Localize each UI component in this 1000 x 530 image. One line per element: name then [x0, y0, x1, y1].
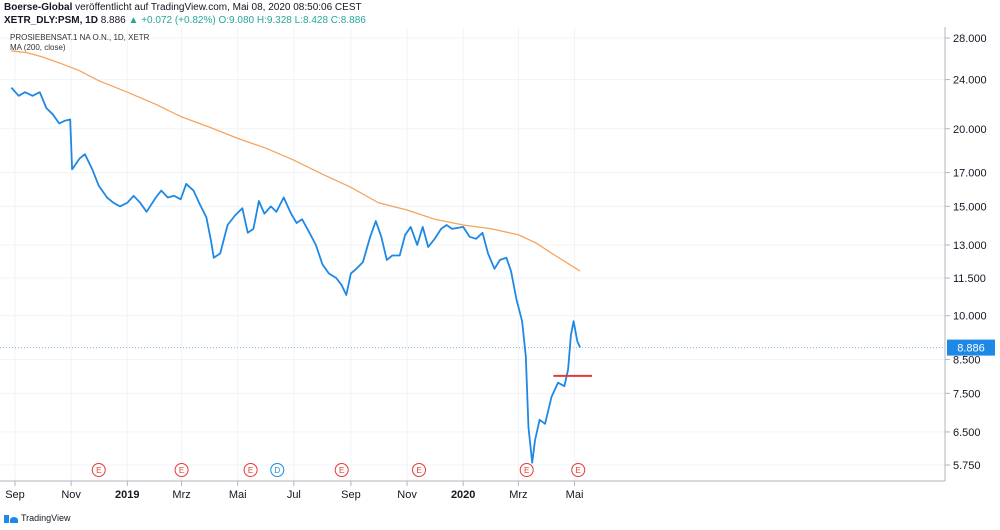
earnings-marker[interactable]: E	[571, 463, 586, 477]
earnings-marker[interactable]: E	[174, 463, 189, 477]
x-tick-label: Mrz	[172, 489, 190, 501]
price-axis[interactable]: 28.000 24.000 20.000 17.000 15.000 13.000 11.5…	[945, 33, 987, 472]
price-change: +0.072 (+0.82%)	[141, 15, 216, 26]
last-price-badge-bg	[947, 339, 995, 356]
event-marker-label: E	[416, 466, 421, 475]
x-tick-label: 2019	[115, 489, 139, 501]
event-marker-circle	[270, 463, 285, 477]
last-price: 8.886	[100, 15, 126, 26]
x-tick-label: Mai	[229, 489, 247, 501]
x-tick-label: Nov	[61, 489, 81, 501]
y-tick-label: 24.000	[953, 75, 987, 87]
x-tick-label: Jul	[287, 489, 301, 501]
earnings-marker[interactable]: E	[519, 463, 534, 477]
y-tick-label: 20.000	[953, 124, 987, 136]
chart-legend-title: PROSIEBENSAT.1 NA O.N., 1D, XETR	[10, 33, 150, 42]
brand-name: TradingView	[21, 513, 71, 523]
chart-header: Boerse-Global veröffentlicht auf Trading…	[4, 1, 366, 27]
tradingview-logo-icon	[4, 514, 18, 523]
event-marker-circle	[334, 463, 349, 477]
symbol-label: XETR_DLY:PSM, 1D	[4, 15, 98, 26]
plot-area[interactable]	[0, 27, 945, 481]
up-arrow-icon: ▲	[128, 15, 139, 26]
event-marker-label: E	[179, 466, 184, 475]
x-tick-label: 2020	[451, 489, 475, 501]
publisher-name: Boerse-Global	[4, 2, 73, 13]
event-marker-circle	[243, 463, 258, 477]
y-tick-label: 8.500	[953, 355, 981, 367]
event-marker-circle	[91, 463, 106, 477]
event-marker-circle	[412, 463, 427, 477]
event-marker-label: E	[96, 466, 101, 475]
x-tick-label: Mai	[566, 489, 584, 501]
event-marker-circle	[571, 463, 586, 477]
x-tick-label: Sep	[5, 489, 25, 501]
price-series-line	[10, 86, 581, 464]
y-tick-label: 28.000	[953, 33, 987, 45]
event-marker-label: E	[248, 466, 253, 475]
earnings-marker[interactable]: E	[334, 463, 349, 477]
last-price-badge: 8.886	[947, 339, 995, 356]
earnings-marker[interactable]: E	[91, 463, 106, 477]
event-marker-circle	[174, 463, 189, 477]
x-tick-label: Nov	[397, 489, 417, 501]
earnings-marker[interactable]: E	[412, 463, 427, 477]
y-tick-label: 17.000	[953, 168, 987, 180]
x-tick-label: Sep	[341, 489, 361, 501]
y-tick-label: 6.500	[953, 427, 981, 439]
y-tick-label: 13.000	[953, 240, 987, 252]
dividend-marker[interactable]: D	[270, 463, 285, 477]
event-marker-label: D	[274, 466, 280, 475]
y-tick-label: 7.500	[953, 388, 981, 400]
event-marker-label: E	[576, 466, 581, 475]
event-marker-label: E	[524, 466, 529, 475]
last-price-badge-label: 8.886	[957, 343, 985, 355]
x-tick-label: Mrz	[509, 489, 527, 501]
event-marker-label: E	[339, 466, 344, 475]
y-tick-label: 15.000	[953, 201, 987, 213]
y-tick-label: 5.750	[953, 460, 981, 472]
grid-lines	[0, 27, 945, 481]
publish-info: veröffentlicht auf TradingView.com, Mai …	[75, 2, 362, 13]
chart-legend-ma: MA (200, close)	[10, 43, 66, 52]
time-axis[interactable]: Sep Nov 2019 Mrz Mai Jul Sep Nov 2020 Mrz Mai	[5, 481, 583, 501]
moving-average-line	[11, 50, 581, 272]
y-tick-label: 10.000	[953, 311, 987, 323]
ohlc-values: O:9.080 H:9.328 L:8.428 C:8.886	[218, 15, 366, 26]
event-marker-circle	[519, 463, 534, 477]
earnings-marker[interactable]: E	[243, 463, 258, 477]
footer-brand: TradingView	[4, 513, 71, 523]
y-tick-label: 11.500	[953, 273, 986, 285]
